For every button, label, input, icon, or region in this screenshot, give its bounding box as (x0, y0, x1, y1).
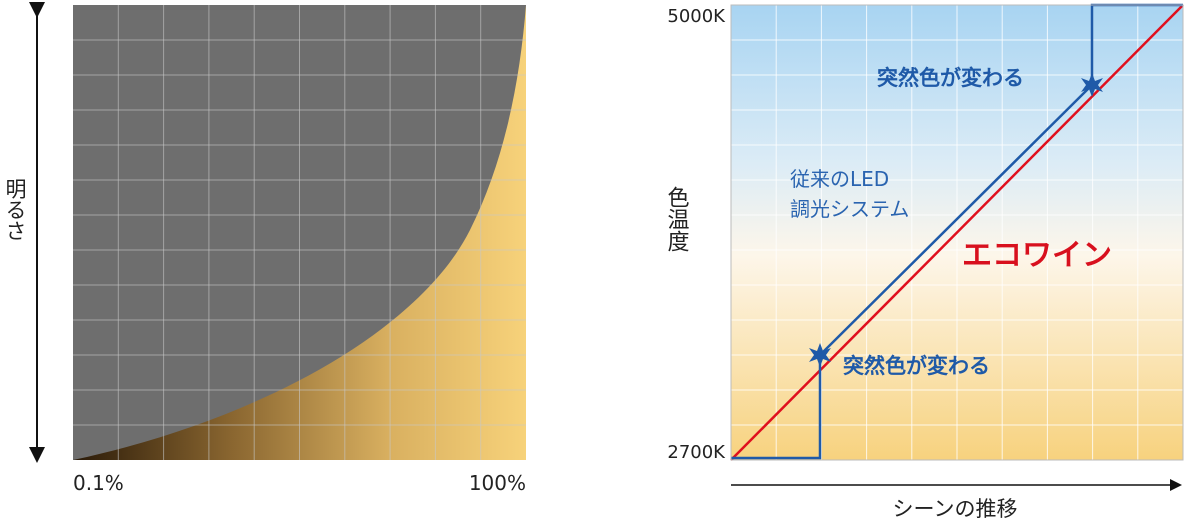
y-label: 色温度 (664, 186, 690, 252)
right-grid (731, 5, 1183, 460)
brightness-curve (73, 5, 526, 460)
legacy-label: 従来のLED (790, 167, 889, 191)
y-label: 明るさ (3, 178, 27, 241)
y-top-label: 5000K (667, 6, 726, 27)
x-start-label: 0.1% (73, 471, 124, 495)
y-bottom-label: 2700K (667, 442, 726, 463)
right-frame (730, 4, 1184, 461)
ecowin-label: エコワイン (962, 238, 1112, 273)
ecowin-line (730, 4, 1184, 461)
change-note: 突然色が変わる (877, 66, 1024, 90)
legacy-label: 調光システム (790, 197, 909, 221)
change-star (1081, 73, 1103, 97)
x-label: シーンの推移 (893, 497, 1018, 521)
x-end-label: 100% (469, 471, 526, 495)
change-star (809, 343, 831, 367)
left-grid (73, 5, 526, 460)
change-note: 突然色が変わる (843, 354, 990, 378)
